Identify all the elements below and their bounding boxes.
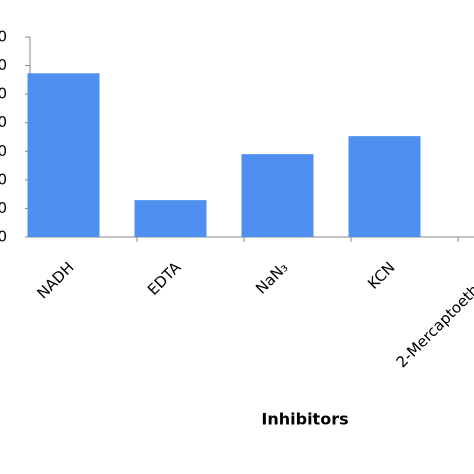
bar [348,136,421,237]
x-tick-label: NaN₃ [252,258,291,297]
x-tick-label: KCN [364,258,398,292]
y-tick-label: 60 [0,56,7,74]
x-axis-title: Inhibitors [261,410,348,429]
x-tick-label: EDTA [144,258,185,299]
bar [134,200,207,237]
y-tick-label: 20 [0,170,7,188]
y-tick-label: 40 [0,113,7,131]
y-tick-label: 10 [0,199,7,217]
bar [241,154,314,237]
y-tick-label: 70 [0,28,7,46]
x-tick-label: 2-Mercaptoethanol [393,258,474,371]
y-tick-label: 50 [0,85,7,103]
y-tick-label: 30 [0,142,7,160]
bar [27,73,100,238]
x-tick-label: NADH [33,258,77,302]
y-tick-label: 0 [0,228,7,246]
